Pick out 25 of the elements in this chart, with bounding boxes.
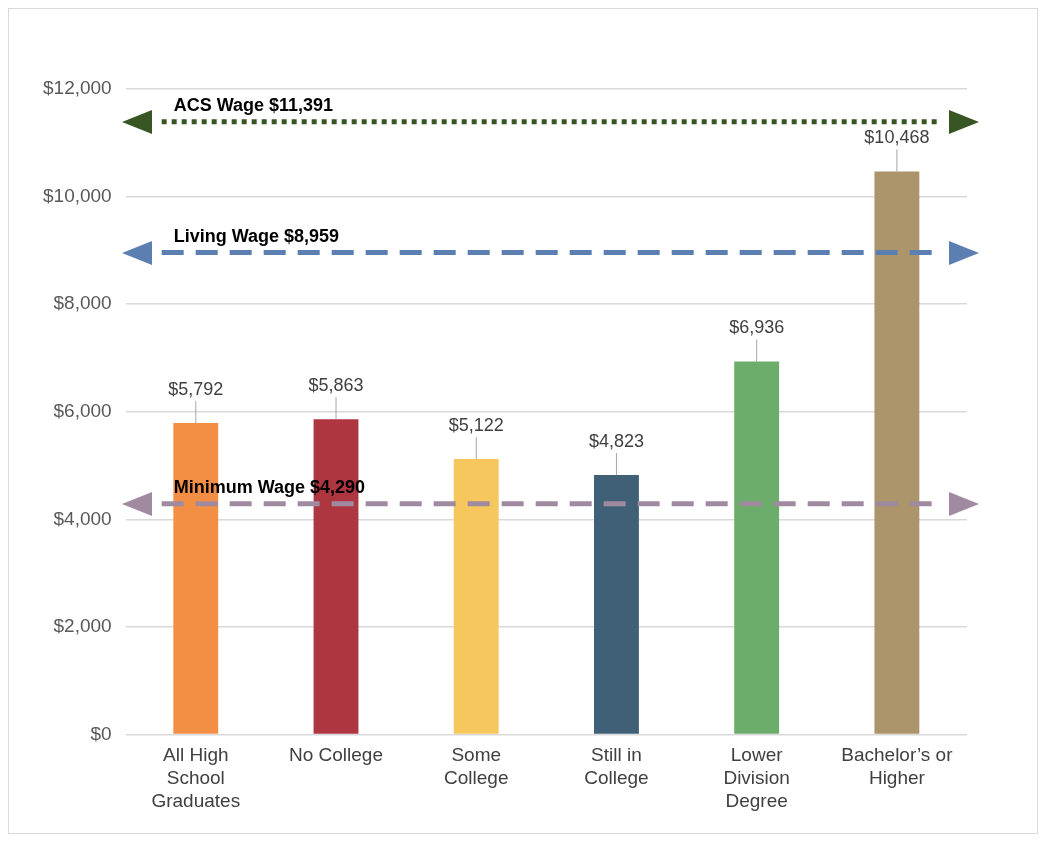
bar (734, 361, 780, 734)
bar (594, 475, 639, 734)
x-tick-label: Still in College (584, 744, 649, 789)
data-label: $5,122 (448, 415, 504, 436)
ref-line-label: Living Wage $8,959 (173, 225, 340, 246)
y-tick-label: $4,000 (53, 507, 112, 529)
data-label: $6,936 (729, 317, 785, 338)
x-tick-label: No College (289, 744, 384, 766)
x-tick-label: All High School Graduates (151, 744, 241, 811)
y-tick-label: $6,000 (53, 400, 112, 422)
data-label: $5,863 (308, 375, 364, 396)
y-tick-label: $8,000 (53, 292, 112, 314)
y-tick-label: $10,000 (42, 184, 112, 206)
x-tick-label: Some College (444, 744, 509, 789)
bar (453, 459, 499, 734)
ref-line-label: ACS Wage $11,391 (173, 94, 334, 115)
x-tick-label: Lower Division Degree (723, 744, 790, 811)
bar (874, 171, 920, 734)
data-label: $10,468 (864, 127, 930, 148)
data-label: $4,823 (588, 431, 644, 452)
x-tick-label: Bachelor’s or Higher (841, 744, 954, 789)
y-tick-label: $0 (90, 722, 112, 744)
data-label: $5,792 (168, 378, 224, 399)
y-tick-label: $2,000 (53, 615, 112, 637)
y-tick-label: $12,000 (42, 77, 112, 99)
